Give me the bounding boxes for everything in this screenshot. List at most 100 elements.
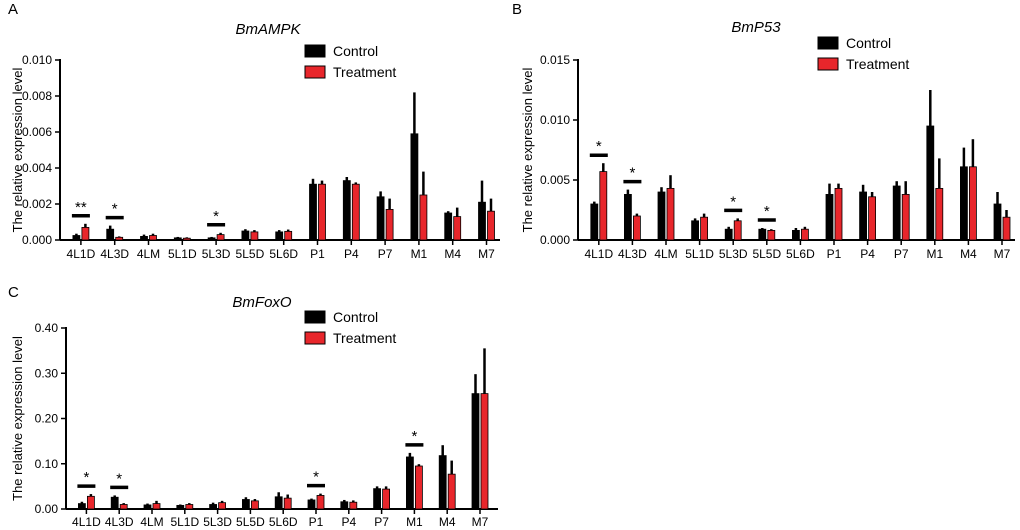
panel-a-group-4lm: 4LM [137, 233, 160, 261]
panel-c-bar-control-p1 [307, 499, 316, 510]
panel-a-x-tick-label: M4 [444, 247, 461, 261]
panel-c-group-p4: P4 [340, 499, 358, 529]
panel-c-group-p7: P7 [373, 486, 391, 529]
panel-b-bar-treatment-5l6d [801, 228, 809, 241]
panel-a-y-tick-label: 0.010 [22, 53, 52, 67]
panel-b-x-tick-label: P1 [827, 247, 842, 261]
panel-b-bar-control-m1 [926, 125, 935, 241]
panel-b-group-4l3d: 4L3D [618, 189, 647, 261]
panel-c-bar-control-4l3d [110, 496, 119, 510]
panel-b-legend-label-control: Control [846, 35, 891, 51]
panel-a-bar-control-5l5d [241, 230, 250, 241]
panel-c-x-tick-label: 5L3D [203, 515, 232, 529]
panel-b-y-tick-label: 0.010 [540, 113, 570, 127]
panel-b-bar-treatment-5l3d [733, 220, 742, 241]
panel-a-bar-treatment-m4 [453, 216, 462, 241]
panel-a-y-tick-label: 0.008 [22, 89, 52, 103]
panel-b-bar-control-4l1d [590, 203, 599, 241]
panel-b-x-tick-label: 4LM [654, 247, 677, 261]
panel-a-x-tick-label: P4 [344, 247, 359, 261]
panel-a-bar-control-4l3d [106, 228, 115, 241]
panel-b-bar-control-m4 [960, 166, 968, 241]
panel-a-legend: Control Treatment [304, 43, 396, 80]
panel-a-x-tick-label: 5L3D [202, 247, 231, 261]
panel-b-group-4lm: 4LM [654, 175, 678, 261]
panel-a-y-tick-label: 0.006 [22, 125, 52, 139]
panel-b-group-p7: P7 [892, 181, 910, 261]
panel-a-x-tick-label: M7 [478, 247, 495, 261]
panel-a-bar-control-5l1d [173, 237, 182, 241]
panel-c-sig-label-m1: * [411, 428, 417, 445]
panel-b-group-5l6d: 5L6D [786, 226, 815, 261]
panel-c-x-tick-label: 4LM [140, 515, 163, 529]
panel-c-legend: Control Treatment [304, 309, 396, 346]
panel-b-bar-control-5l5d [758, 228, 767, 241]
panel-c-bar-treatment-4lm [152, 503, 161, 510]
panel-a-bar-control-p1 [309, 183, 317, 241]
panel-b-sig-label-4l3d: * [629, 165, 635, 182]
panel-a-title: BmAMPK [235, 21, 301, 38]
panel-c-group-5l3d: 5L3D [203, 500, 232, 529]
panel-b-bar-control-5l6d [792, 229, 800, 241]
panel-b-group-5l3d: 5L3D [719, 218, 748, 261]
panel-c-x-tick-label: M7 [472, 515, 489, 529]
panel-a-letter: A [8, 1, 18, 18]
panel-c-bar-control-5l1d [176, 504, 185, 510]
panel-b-x-tick-label: M7 [994, 247, 1011, 261]
panel-b-bar-treatment-m7 [1002, 216, 1011, 241]
panel-b-x-tick-label: 5L6D [786, 247, 815, 261]
panel-a-x-tick-label: 5L6D [269, 247, 298, 261]
panel-c-y-axis-title: The relative expression level [10, 336, 25, 501]
panel-a-group-4l3d: 4L3D [100, 225, 129, 261]
panel-b-bar-control-5l1d [691, 220, 699, 241]
panel-a-sig-label-4l1d: ** [75, 199, 87, 216]
panel-a-bar-treatment-5l3d [216, 234, 225, 241]
panel-c-x-tick-label: 5L6D [269, 515, 298, 529]
panel-b-x-tick-label: M4 [960, 247, 977, 261]
panel-c-bar-treatment-5l1d [185, 504, 194, 510]
panel-b-bar-control-p4 [859, 191, 867, 241]
panel-b-y-tick-label: 0.000 [540, 233, 570, 247]
panel-b-bar-treatment-m4 [969, 166, 977, 241]
panel-a-sig-label-5l3d: * [213, 208, 219, 225]
panel-b-bar-treatment-p7 [901, 193, 910, 241]
panel-a-x-tick-label: P7 [378, 247, 393, 261]
panel-a-y-axis-title: The relative expression level [10, 68, 25, 233]
panel-a-x-tick-label: 4L3D [100, 247, 129, 261]
panel-b-y-tick-label: 0.015 [540, 53, 570, 67]
panel-a-bar-treatment-5l5d [250, 231, 259, 241]
panel-b-group-m1: M1 [926, 90, 943, 261]
panel-a-bar-treatment-p1 [318, 183, 326, 241]
panel-a-group-p4: P4 [342, 177, 360, 261]
panel-c-bar-control-5l6d [274, 496, 283, 510]
panel-a-x-tick-label: 5L5D [236, 247, 265, 261]
panel-b-y-axis-title: The relative expression level [520, 68, 535, 233]
panel-a-bar-control-p4 [342, 180, 351, 241]
panel-b-group-5l1d: 5L1D [685, 213, 714, 261]
panel-b-group-5l5d: 5L5D [752, 228, 781, 261]
panel-c-y-tick-label: 0.40 [35, 321, 59, 335]
panel-c-sig-label-p1: * [313, 469, 319, 486]
panel-a-bar-treatment-5l6d [284, 230, 293, 241]
panel-c-y-tick-label: 0.10 [35, 457, 59, 471]
panel-c-title: BmFoxO [232, 294, 292, 311]
panel-a-group-5l3d: 5L3D [202, 232, 231, 261]
panel-a-bar-treatment-4lm [149, 235, 157, 241]
panel-a-bar-control-m7 [478, 201, 486, 241]
panel-c-bar-treatment-m4 [447, 473, 456, 510]
panel-c-legend-swatch-treatment [304, 331, 326, 345]
panel-c-x-tick-label: 4L3D [105, 515, 134, 529]
panel-b-bar-control-p1 [825, 193, 834, 241]
panel-a-legend-label-treatment: Treatment [333, 64, 396, 80]
panel-a-group-m1: M1 [410, 92, 428, 261]
panel-b-bar-control-p7 [892, 185, 901, 241]
panel-c-group-5l5d: 5L5D [236, 497, 265, 529]
panel-c-bar-treatment-m1 [414, 465, 423, 510]
panel-b-y-tick-label: 0.005 [540, 173, 570, 187]
panel-c-bar-treatment-5l3d [218, 502, 227, 510]
panel-c-group-4lm: 4LM [140, 500, 164, 529]
panel-a-bar-treatment-p7 [385, 208, 394, 241]
panel-b-title: BmP53 [731, 19, 781, 36]
panel-a-x-tick-label: 4LM [137, 247, 160, 261]
panel-c-x-tick-label: P1 [309, 515, 324, 529]
